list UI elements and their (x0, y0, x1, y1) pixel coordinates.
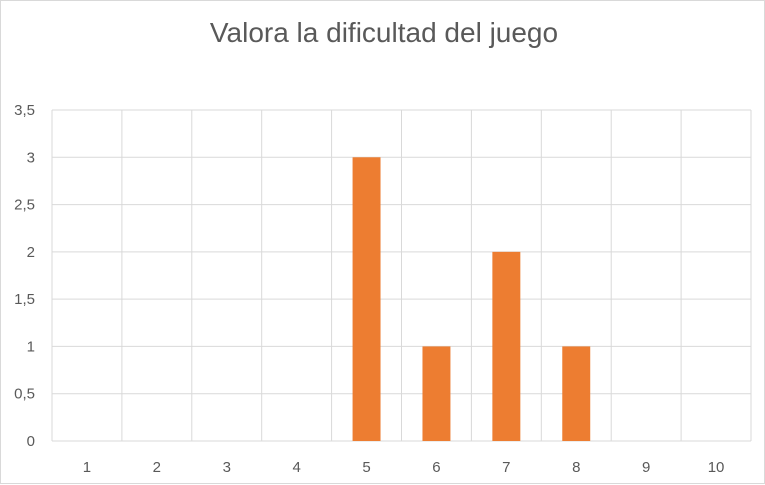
x-tick-label: 5 (362, 459, 370, 476)
bar-6 (422, 346, 451, 441)
y-axis-ticks: 0 0,5 1 1,5 2 2,5 3 3,5 (14, 102, 35, 450)
y-tick-label: 1,5 (14, 291, 35, 308)
y-tick-label: 1 (27, 338, 35, 355)
chart-title: Valora la dificultad del juego (210, 17, 558, 48)
y-tick-label: 2 (27, 244, 35, 261)
x-axis-ticks: 1 2 3 4 5 6 7 8 9 10 (83, 459, 725, 476)
bars (352, 157, 591, 442)
x-tick-label: 8 (572, 459, 580, 476)
x-tick-label: 1 (83, 459, 91, 476)
x-tick-label: 6 (432, 459, 440, 476)
x-tick-label: 9 (642, 459, 650, 476)
x-tick-label: 3 (223, 459, 231, 476)
y-tick-label: 3 (27, 149, 35, 166)
bar-8 (562, 346, 591, 441)
bar-7 (492, 251, 521, 441)
y-tick-label: 2,5 (14, 197, 35, 214)
bar-5 (352, 157, 381, 442)
x-tick-label: 4 (292, 459, 300, 476)
x-tick-label: 7 (502, 459, 510, 476)
gridlines (51, 109, 752, 442)
y-tick-label: 0,5 (14, 386, 35, 403)
y-tick-label: 0 (27, 433, 35, 450)
x-tick-label: 2 (153, 459, 161, 476)
x-tick-label: 10 (708, 459, 725, 476)
y-tick-label: 3,5 (14, 102, 35, 119)
